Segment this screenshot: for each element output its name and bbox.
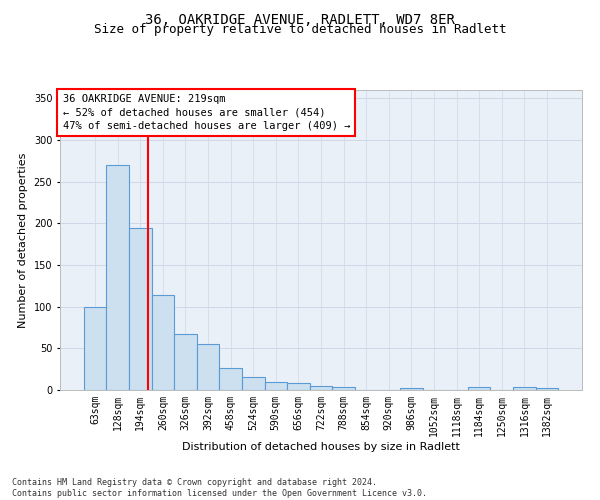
Bar: [400, 388, 422, 390]
Bar: [129, 228, 152, 390]
Bar: [106, 165, 129, 390]
Bar: [332, 386, 355, 390]
Bar: [310, 386, 332, 390]
Text: 36 OAKRIDGE AVENUE: 219sqm
← 52% of detached houses are smaller (454)
47% of sem: 36 OAKRIDGE AVENUE: 219sqm ← 52% of deta…: [62, 94, 350, 131]
Bar: [468, 386, 490, 390]
Bar: [220, 368, 242, 390]
Bar: [513, 386, 536, 390]
Bar: [152, 295, 174, 390]
Bar: [197, 344, 220, 390]
Text: 36, OAKRIDGE AVENUE, RADLETT, WD7 8ER: 36, OAKRIDGE AVENUE, RADLETT, WD7 8ER: [145, 12, 455, 26]
Bar: [536, 388, 558, 390]
Bar: [287, 384, 310, 390]
Text: Size of property relative to detached houses in Radlett: Size of property relative to detached ho…: [94, 24, 506, 36]
Bar: [265, 382, 287, 390]
Bar: [242, 376, 265, 390]
Text: Contains HM Land Registry data © Crown copyright and database right 2024.
Contai: Contains HM Land Registry data © Crown c…: [12, 478, 427, 498]
Bar: [174, 334, 197, 390]
X-axis label: Distribution of detached houses by size in Radlett: Distribution of detached houses by size …: [182, 442, 460, 452]
Y-axis label: Number of detached properties: Number of detached properties: [18, 152, 28, 328]
Bar: [84, 306, 106, 390]
